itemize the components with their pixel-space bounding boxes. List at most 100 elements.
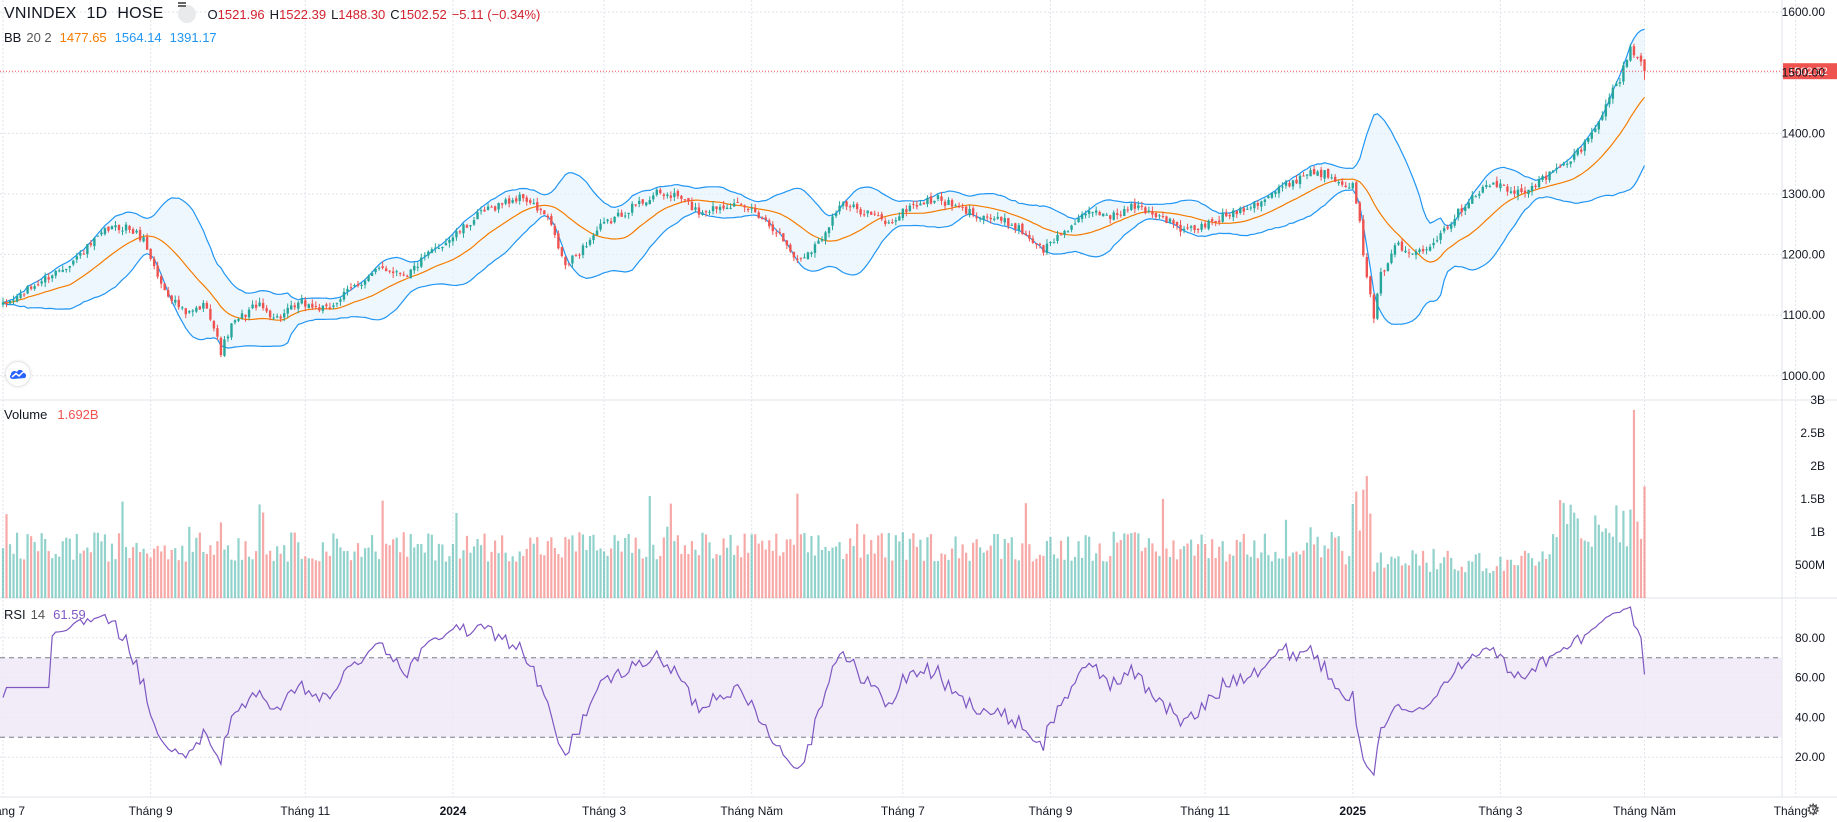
- candle-body: [627, 212, 630, 215]
- volume-bar: [1432, 548, 1435, 598]
- candle-body: [325, 304, 328, 307]
- candle-body: [1439, 233, 1442, 240]
- candle-body: [131, 229, 135, 234]
- volume-bar: [258, 504, 261, 598]
- candle-body: [1362, 219, 1365, 256]
- volume-bar: [659, 555, 662, 598]
- volume-bar: [1446, 550, 1449, 598]
- volume-bar: [1186, 543, 1189, 598]
- volume-bar: [599, 548, 602, 598]
- volume-bar: [1126, 534, 1129, 598]
- candle-body: [1267, 196, 1270, 199]
- candle-body: [536, 202, 539, 211]
- candle-body: [54, 270, 57, 276]
- volume-bar: [553, 548, 556, 598]
- candle-body: [159, 276, 163, 284]
- volume-bar: [1355, 491, 1358, 598]
- rsi-legend[interactable]: RSI 14 61.59: [4, 607, 86, 622]
- candle-body: [1551, 170, 1555, 173]
- volume-bar: [1151, 543, 1154, 598]
- candle-body: [335, 303, 339, 305]
- candle-body: [1530, 186, 1534, 192]
- candle-body: [416, 266, 419, 268]
- candle-body: [1516, 189, 1520, 196]
- rsi-tick-label: 40.00: [1795, 710, 1825, 724]
- candle-body: [1101, 213, 1105, 217]
- volume-bar: [733, 554, 736, 598]
- volume-bar: [1537, 561, 1541, 598]
- candle-body: [1154, 212, 1158, 218]
- candle-body: [1217, 220, 1221, 223]
- candle-body: [908, 205, 912, 212]
- volume-bar: [1615, 505, 1618, 598]
- volume-bar: [1608, 532, 1611, 598]
- volume-bar: [416, 544, 419, 598]
- volume-bar: [1073, 556, 1077, 598]
- volume-legend[interactable]: Volume 1.692B: [4, 407, 99, 422]
- candle-body: [862, 214, 866, 216]
- candle-body: [630, 203, 634, 213]
- volume-bar: [290, 532, 293, 598]
- volume-bar: [1530, 558, 1534, 598]
- cloud-logo-icon[interactable]: [6, 362, 30, 386]
- open-label: O: [207, 6, 218, 22]
- candle-body: [1618, 82, 1622, 84]
- volume-bar: [494, 540, 497, 598]
- volume-bar: [989, 545, 992, 598]
- volume-bar: [1175, 559, 1179, 598]
- candle-body: [1109, 215, 1112, 219]
- candle-body: [1284, 181, 1288, 186]
- volume-bar: [465, 535, 469, 598]
- candle-body: [796, 258, 799, 260]
- candle-body: [785, 240, 789, 246]
- volume-bar: [188, 526, 191, 598]
- bb-legend[interactable]: BB 20 2 1477.65 1564.14 1391.17: [4, 30, 217, 45]
- volume-bar: [912, 533, 915, 598]
- candle-body: [423, 255, 426, 257]
- candle-body: [247, 309, 251, 318]
- candle-body: [588, 240, 592, 245]
- volume-bar: [863, 534, 866, 598]
- candle-body: [532, 202, 535, 204]
- volume-bar: [859, 557, 862, 598]
- volume-bar: [486, 561, 490, 598]
- candle-body: [283, 313, 286, 318]
- volume-bar: [652, 544, 655, 598]
- volume-bar: [1320, 557, 1323, 598]
- volume-bar: [1471, 561, 1474, 598]
- candle-body: [1421, 249, 1425, 252]
- volume-bar: [1453, 569, 1456, 598]
- candle-body: [1080, 214, 1084, 219]
- candle-body: [1077, 217, 1080, 223]
- volume-bar: [1172, 540, 1175, 598]
- candle-body: [33, 286, 36, 289]
- candle-body: [497, 203, 500, 210]
- volume-bar: [666, 526, 669, 598]
- candle-body: [620, 212, 623, 217]
- volume-bar: [522, 555, 525, 598]
- volume-bar: [655, 559, 658, 598]
- candle-body: [1544, 175, 1548, 180]
- candle-body: [1393, 245, 1397, 255]
- candle-body: [789, 244, 792, 252]
- candle-body: [1404, 250, 1407, 253]
- volume-bar: [1102, 561, 1105, 598]
- volume-bar: [993, 533, 996, 598]
- volume-bar: [413, 547, 416, 598]
- volume-bar: [1379, 552, 1382, 598]
- candle-body: [1028, 234, 1031, 239]
- candle-body: [641, 199, 644, 204]
- candle-body: [1435, 240, 1439, 242]
- candle-body: [402, 274, 405, 276]
- volume-bar: [367, 547, 370, 598]
- volume-bar: [1291, 552, 1295, 598]
- volume-bar: [1597, 524, 1600, 598]
- x-axis-label: Tháng 3: [1478, 804, 1522, 818]
- volume-bar: [121, 501, 124, 598]
- legend-menu-icon[interactable]: [177, 2, 196, 23]
- candle-body: [1492, 182, 1495, 185]
- volume-bar: [887, 533, 890, 598]
- gear-icon[interactable]: ⚙: [1806, 802, 1821, 819]
- volume-bar: [209, 545, 212, 598]
